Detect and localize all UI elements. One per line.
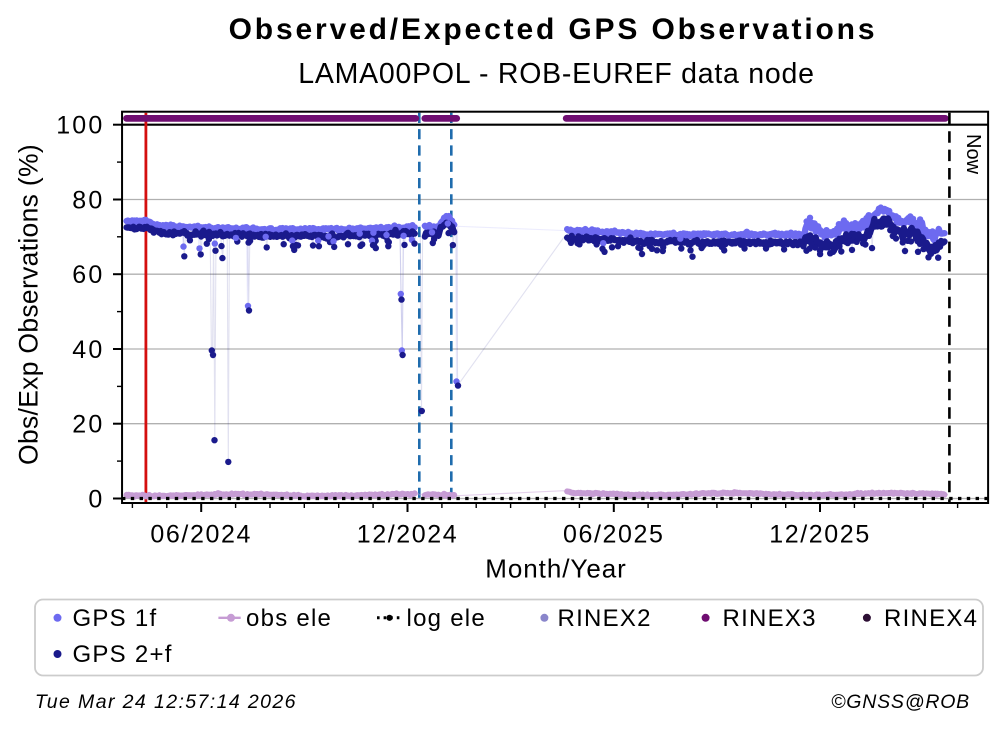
svg-text:RINEX3: RINEX3 xyxy=(723,605,817,632)
svg-text:Obs/Exp Observations (%): Obs/Exp Observations (%) xyxy=(14,144,44,465)
svg-text:12/2025: 12/2025 xyxy=(769,520,871,548)
svg-text:100: 100 xyxy=(56,112,104,140)
svg-text:Observed/Expected GPS Observat: Observed/Expected GPS Observations xyxy=(229,13,878,46)
svg-text:GPS 1f: GPS 1f xyxy=(73,605,158,632)
svg-text:Month/Year: Month/Year xyxy=(485,554,627,584)
svg-text:©GNSS@ROB: ©GNSS@ROB xyxy=(831,691,970,713)
svg-text:20: 20 xyxy=(72,411,104,439)
svg-text:obs ele: obs ele xyxy=(246,605,332,632)
svg-text:Tue Mar 24 12:57:14 2026: Tue Mar 24 12:57:14 2026 xyxy=(35,691,297,713)
svg-text:GPS 2+f: GPS 2+f xyxy=(73,641,173,668)
svg-text:RINEX4: RINEX4 xyxy=(884,605,978,632)
svg-text:0: 0 xyxy=(88,486,104,514)
svg-text:06/2025: 06/2025 xyxy=(563,520,665,548)
svg-text:06/2024: 06/2024 xyxy=(150,520,252,548)
svg-text:RINEX2: RINEX2 xyxy=(558,605,652,632)
svg-text:40: 40 xyxy=(72,336,104,364)
svg-text:12/2024: 12/2024 xyxy=(357,520,459,548)
svg-text:80: 80 xyxy=(72,186,104,214)
svg-text:60: 60 xyxy=(72,261,104,289)
svg-text:log ele: log ele xyxy=(407,605,486,632)
svg-text:LAMA00POL - ROB-EUREF data nod: LAMA00POL - ROB-EUREF data node xyxy=(298,58,814,90)
svg-text:Now: Now xyxy=(962,134,984,175)
